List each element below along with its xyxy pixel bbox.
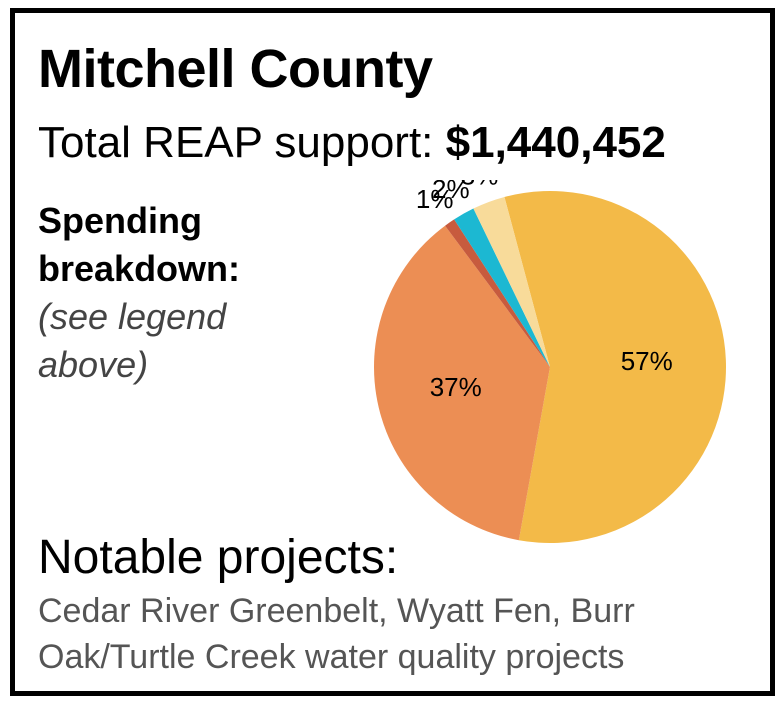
pie-slice: [445, 219, 550, 367]
total-value: $1,440,452: [445, 118, 666, 167]
pie-slice-label: 3%: [461, 180, 499, 191]
total-label: Total REAP support:: [38, 118, 434, 167]
pie-slice: [473, 196, 550, 367]
pie-slice: [454, 208, 550, 367]
pie-slice-label: 1%: [416, 184, 454, 214]
county-title: Mitchell County: [38, 39, 433, 99]
county-card: [10, 8, 775, 696]
notable-projects-text: Cedar River Greenbelt, Wyatt Fen, Burr O…: [38, 592, 635, 676]
pie-slice: [374, 225, 550, 541]
breakdown-heading-line2: breakdown:: [38, 248, 241, 289]
notable-projects-heading: Notable projects:: [38, 531, 399, 584]
breakdown-heading-line1: Spending: [38, 200, 202, 241]
pie-slice-label: 37%: [430, 372, 482, 402]
breakdown-note-line2: above): [38, 344, 149, 385]
pie-slice-label: 2%: [432, 180, 470, 204]
total-support: Total REAP support: $1,440,452: [38, 118, 666, 168]
pie-slice-label: 57%: [621, 346, 673, 376]
breakdown-caption: Spending breakdown: (see legend above): [38, 197, 240, 389]
pie-slice: [504, 191, 726, 543]
spending-pie-chart: 57% 37% 1%2%3%: [374, 180, 726, 543]
breakdown-note-line1: (see legend: [38, 296, 227, 337]
